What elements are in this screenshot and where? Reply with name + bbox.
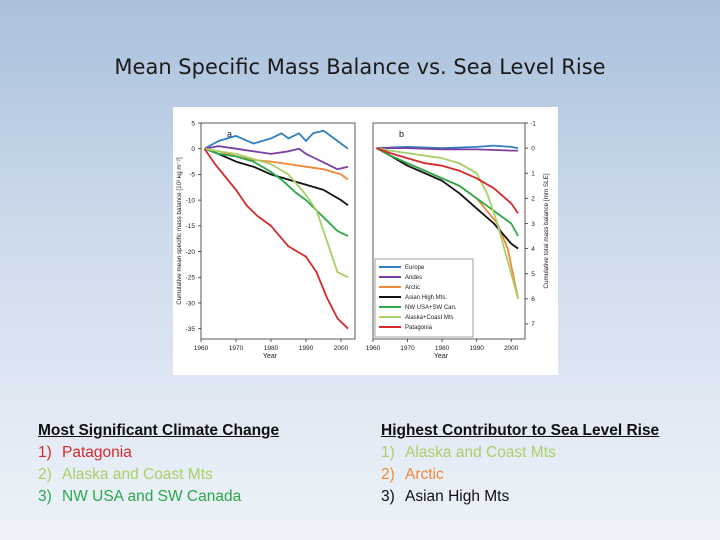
right-list: Highest Contributor to Sea Level Rise 1)… xyxy=(381,420,659,508)
x-tick-label: 1970 xyxy=(400,345,415,352)
series-line xyxy=(204,147,349,237)
series-line xyxy=(204,147,349,207)
y-axis-label: Cumulative mean specific mass balance [1… xyxy=(176,157,183,305)
y-tick-label: -15 xyxy=(186,223,196,230)
series-line xyxy=(376,147,519,214)
legend-label: Arctic xyxy=(405,285,420,291)
list-item: 2) Alaska and Coast Mts xyxy=(38,464,279,486)
list-item: 2) Arctic xyxy=(381,464,659,486)
series-line xyxy=(204,129,349,150)
plot-frame xyxy=(372,122,526,340)
y-tick-label: 5 xyxy=(191,120,195,127)
series-line xyxy=(376,147,519,300)
y-tick-label: 1 xyxy=(531,171,535,178)
chart-panel-b: 1960 1970 1980 1990 2000 Year -1 0 1 2 3 4 5 6 7 Cumula… xyxy=(366,120,550,360)
right-list-items: 1) Alaska and Coast Mts 2) Arctic 3) Asian … xyxy=(381,442,659,508)
y-tick-label: 0 xyxy=(191,146,195,153)
series-line xyxy=(376,147,519,152)
y-tick-label: -25 xyxy=(186,275,196,282)
left-list-items: 1) Patagonia 2) Alaska and Coast Mts 3) NW … xyxy=(38,442,279,508)
list-item: 3) NW USA and SW Canada xyxy=(38,486,279,508)
x-tick-label: 2000 xyxy=(334,345,349,352)
series-line xyxy=(376,147,519,250)
y-tick-label: 6 xyxy=(531,296,535,303)
y-tick-label: 0 xyxy=(531,145,535,152)
legend-label: Andes xyxy=(405,275,422,281)
legend-label: Europe xyxy=(405,265,425,271)
x-axis-label: Year xyxy=(263,353,278,360)
y-tick-label: -20 xyxy=(186,249,196,256)
chart-svg: 1960 1970 1980 1990 2000Year50-5-10-15-20-25… xyxy=(176,120,550,360)
y-tick-label: -30 xyxy=(186,300,196,307)
y-axis-label: Cumulative total mass balance [mm SLE] xyxy=(543,173,550,288)
y-tick-label: 4 xyxy=(531,246,535,253)
x-tick-label: 1990 xyxy=(299,345,314,352)
left-list: Most Significant Climate Change 1) Patago… xyxy=(38,420,279,508)
list-item-text: Arctic xyxy=(405,466,444,483)
right-list-header: Highest Contributor to Sea Level Rise xyxy=(381,422,660,439)
y-tick-label: 5 xyxy=(531,271,535,278)
series-line xyxy=(204,147,349,181)
list-item-number: 3) xyxy=(38,488,52,505)
list-item-number: 2) xyxy=(381,466,395,483)
list-item-text: Asian High Mts xyxy=(405,488,510,505)
list-item: 1) Alaska and Coast Mts xyxy=(381,442,659,464)
y-tick-label: 2 xyxy=(531,196,535,203)
series-line xyxy=(203,148,349,330)
x-tick-label: 1960 xyxy=(366,345,381,352)
x-axis-label: Year xyxy=(434,353,449,360)
list-item-number: 3) xyxy=(381,488,395,505)
list-item: 3) Asian High Mts xyxy=(381,486,659,508)
panel-label: a xyxy=(227,129,232,139)
x-tick-label: 1980 xyxy=(264,345,279,352)
legend-label: Asian High Mts. xyxy=(405,295,447,301)
x-tick-label: 1990 xyxy=(469,345,484,352)
x-tick-label: 1980 xyxy=(435,345,450,352)
chart-panel-a: 1960 1970 1980 1990 2000 Year 5 0 -5 -10 -15 -20 -25… xyxy=(176,120,356,360)
series-line xyxy=(376,147,519,237)
list-item-number: 1) xyxy=(38,444,52,461)
list-item-text: Alaska and Coast Mts xyxy=(405,444,556,461)
left-list-header: Most Significant Climate Change xyxy=(38,422,280,439)
x-tick-label: 1960 xyxy=(194,345,209,352)
list-item-number: 2) xyxy=(38,466,52,483)
series-line xyxy=(204,147,349,279)
legend-label: NW USA+SW Can. xyxy=(405,305,457,311)
y-tick-label: 3 xyxy=(531,221,535,228)
y-tick-label: -5 xyxy=(189,172,195,179)
x-tick-label: 2000 xyxy=(504,345,519,352)
list-item-number: 1) xyxy=(381,444,395,461)
y-tick-label: 7 xyxy=(531,321,535,328)
list-item-text: Patagonia xyxy=(62,444,132,461)
y-tick-label: -1 xyxy=(530,120,536,127)
series-line xyxy=(376,144,519,149)
legend-label: Alaska+Coast Mts xyxy=(405,315,454,321)
legend-label: Patagonia xyxy=(405,325,433,331)
y-tick-label: -35 xyxy=(186,326,196,333)
series-line xyxy=(204,145,349,171)
list-item-text: Alaska and Coast Mts xyxy=(62,466,213,483)
panel-label: b xyxy=(399,129,404,139)
y-tick-label: -10 xyxy=(186,197,196,204)
x-tick-label: 1970 xyxy=(229,345,244,352)
legend: Europe Andes Arctic Asian High Mts. NW USA+S… xyxy=(374,258,474,338)
list-item-text: NW USA and SW Canada xyxy=(62,488,242,505)
slide-title: Mean Specific Mass Balance vs. Sea Level… xyxy=(114,55,606,79)
glacier-mass-balance-figure: 1960 1970 1980 1990 2000 Year 5 0 -5 -10 -15 -20 -25… xyxy=(173,107,558,375)
list-item: 1) Patagonia xyxy=(38,442,279,464)
plot-frame xyxy=(200,122,356,340)
